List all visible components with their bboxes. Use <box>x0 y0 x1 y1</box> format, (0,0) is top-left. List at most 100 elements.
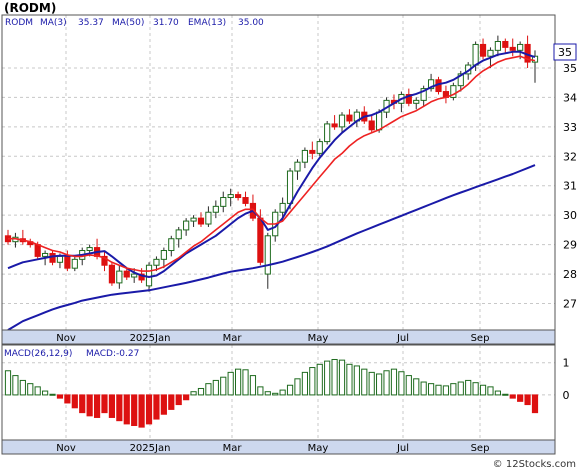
indicator-lines <box>7 50 536 331</box>
macd-x-tick-label: Mar <box>223 443 243 454</box>
price-tick-label: 28 <box>563 268 577 281</box>
macd-bar-positive <box>49 393 56 396</box>
macd-bar-negative <box>531 394 539 414</box>
candle-up <box>324 123 331 143</box>
macd-bar-negative <box>86 394 93 417</box>
legend-ma3-value: 35.37 <box>78 18 104 28</box>
last-price-label: 35 <box>558 46 572 59</box>
candle-up <box>472 43 479 66</box>
candle-up <box>86 247 93 252</box>
macd-x-tick-label: May <box>308 443 329 454</box>
macd-bar-positive <box>27 383 34 396</box>
macd-bar-positive <box>487 386 494 396</box>
candle-up <box>450 85 457 98</box>
macd-bar-positive <box>427 383 435 396</box>
candle-up <box>190 217 197 222</box>
candle-up <box>457 73 464 87</box>
candle-up <box>494 40 501 51</box>
candle-up <box>56 255 64 263</box>
candle-down <box>34 244 41 257</box>
candle-up <box>205 211 212 225</box>
ma3-line <box>7 50 536 278</box>
macd-bar-positive <box>324 360 331 396</box>
candle-down <box>123 270 130 278</box>
macd-bar-negative <box>101 394 108 414</box>
price-tick-label: 32 <box>563 150 577 163</box>
candle-up <box>427 79 435 90</box>
macd-bar-positive <box>4 370 12 396</box>
macd-bar-positive <box>502 393 509 396</box>
candle-up <box>301 149 308 163</box>
macd-bar-positive <box>264 391 271 396</box>
macd-bar-positive <box>242 369 249 396</box>
candle-up <box>175 229 182 240</box>
axis-tick-labels: 27 28 29 30 31 32 33 34 35 1 0 Nov 2025Jan Mar May Jul S… <box>56 62 577 454</box>
macd-bar-positive <box>235 368 242 396</box>
macd-bar-negative <box>123 394 130 425</box>
candle-down <box>242 197 249 204</box>
price-x-tick-label: 2025Jan <box>130 333 171 344</box>
macd-bar-positive <box>361 368 368 396</box>
macd-tick-label: 1 <box>563 357 570 370</box>
price-tick-label: 35 <box>563 62 577 75</box>
candle-up <box>183 220 190 231</box>
macd-xaxis-band <box>1 439 556 455</box>
macd-bar-positive <box>450 383 457 396</box>
legend-ma50-value: 31.70 <box>153 18 179 28</box>
macd-bar-positive <box>338 359 346 396</box>
macd-bar-positive <box>390 368 398 396</box>
macd-bar-positive <box>190 391 197 396</box>
macd-bar-positive <box>420 381 427 396</box>
price-x-tick-label: May <box>308 333 329 344</box>
macd-bar-negative <box>56 394 64 399</box>
macd-bar-positive <box>19 379 26 396</box>
candle-up <box>145 264 153 287</box>
macd-bar-positive <box>212 379 219 396</box>
macd-bar-positive <box>346 363 353 396</box>
candle-up <box>279 202 286 213</box>
macd-bar-negative <box>524 394 531 406</box>
candle-down <box>235 194 242 199</box>
price-tick-label: 33 <box>563 121 577 134</box>
legend-ma50-label: MA(50) <box>112 18 144 28</box>
macd-bar-positive <box>316 363 323 396</box>
candle-up <box>413 99 420 104</box>
candle-down <box>108 264 116 284</box>
macd-bar-positive <box>205 383 212 396</box>
price-x-tick-label: Nov <box>56 333 76 344</box>
macd-bar-negative <box>509 394 516 399</box>
macd-x-tick-label: Nov <box>56 443 76 454</box>
legend-ma3-label: MA(3) <box>40 18 67 28</box>
macd-bar-positive <box>331 358 338 396</box>
macd-bar-positive <box>249 375 257 396</box>
price-tick-label: 31 <box>563 180 577 193</box>
candle-down <box>509 46 516 51</box>
macd-bar-negative <box>93 394 101 418</box>
macd-bar-negative <box>64 394 71 404</box>
candle-down <box>479 43 487 57</box>
price-gridlines <box>2 15 555 330</box>
candle-up <box>42 252 49 257</box>
candle-down <box>197 217 205 225</box>
macd-bar-negative <box>79 394 86 414</box>
macd-bar-positive <box>294 378 301 396</box>
macd-bar-positive <box>12 375 19 396</box>
macd-bar-positive <box>301 371 308 396</box>
candle-up <box>517 43 524 51</box>
macd-histogram <box>4 358 539 428</box>
macd-bar-positive <box>383 370 390 396</box>
candle-up <box>420 88 427 101</box>
candle-up <box>338 114 346 128</box>
macd-bar-positive <box>435 384 442 396</box>
candle-down <box>346 114 353 122</box>
macd-bar-positive <box>227 371 234 396</box>
macd-bar-negative <box>131 394 138 427</box>
candle-up <box>212 205 219 213</box>
price-tick-label: 29 <box>563 239 577 252</box>
macd-bar-positive <box>405 375 412 396</box>
price-tick-label: 34 <box>563 91 577 104</box>
macd-bar-negative <box>160 394 167 415</box>
macd-bar-positive <box>494 390 501 396</box>
candle-up <box>316 141 323 154</box>
